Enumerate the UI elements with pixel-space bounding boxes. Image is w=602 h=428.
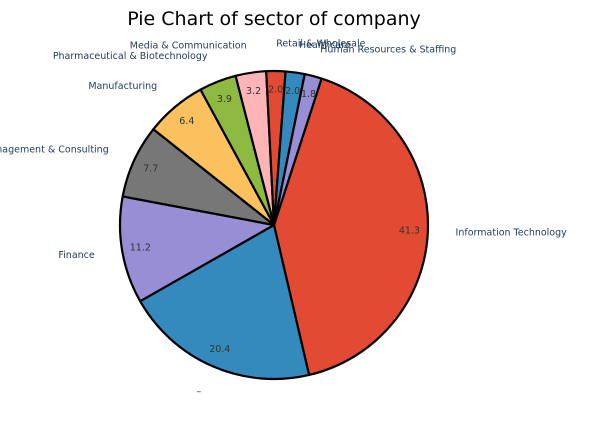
slice-label-management-consulting: Management & Consulting [0,144,109,155]
slice-percent-human-resources-staffing: 1.8 [301,89,316,100]
slice-percent-pharmaceutical-biotechnology: 3.9 [217,94,232,105]
slice-percent-management-consulting: 7.7 [143,164,158,175]
slice-label-pharmaceutical-biotechnology: Pharmaceutical & Biotechnology [53,51,208,62]
slice-percent-information-technology: 41.3 [399,226,420,237]
slice-label-media-communication: Media & Communication [130,40,247,51]
pie-slice-information-technology [272,77,430,377]
slice-percent-finance: 11.2 [130,242,151,253]
slice-percent-healthcare: 2.0 [285,86,300,97]
pie-slice-finance [118,195,276,303]
slice-percent-manufacturing: 6.4 [179,116,194,127]
pie-slice-human-resources-staffing [272,72,323,227]
pie-labels: Information Technology 41.3 – 20.4 Finance 11… [0,38,567,397]
slice-percent-media-communication: 3.2 [246,86,261,97]
slice-label-retail-wholesale: Retail & Wholesale [276,38,365,49]
chart-title: Pie Chart of sector of company [127,8,421,30]
slice-label-healthcare: Healthcare [299,40,351,51]
slice-percent-retail-wholesale: 2.0 [268,84,283,95]
slice-percent-unlabeled: 20.4 [209,344,230,355]
pie-slice-unlabeled [139,223,311,381]
slice-label-unlabeled: – [197,387,202,398]
slice-label-manufacturing: Manufacturing [88,81,157,92]
slice-label-information-technology: Information Technology [456,228,568,239]
slice-label-finance: Finance [58,250,94,261]
slice-label-human-resources-staffing: Human Resources & Staffing [320,44,456,55]
pie-slices [118,69,430,381]
